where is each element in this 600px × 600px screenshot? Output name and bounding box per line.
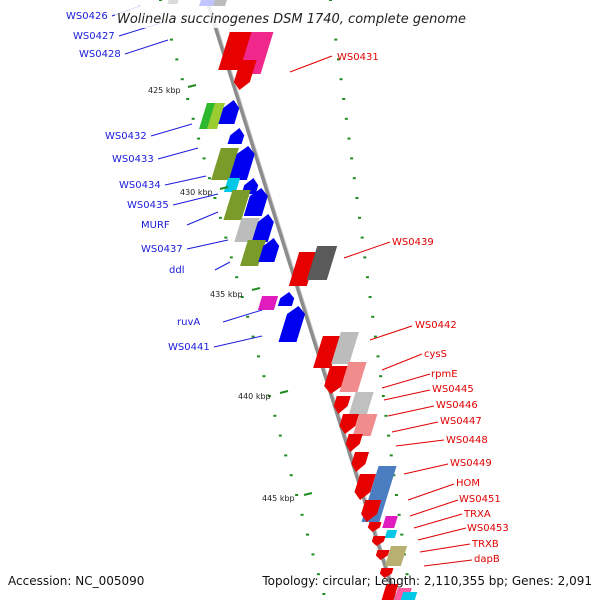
gene-label: WS0439 [392,237,434,248]
gene-feature [278,306,306,342]
gene-label: dapB [474,554,500,565]
gene-feature [223,178,241,192]
gene-label: rpmE [431,369,458,380]
gene-feature [339,362,367,392]
gene-feature [306,246,338,280]
gene-label: MURF [141,220,170,231]
gene-label: cysS [424,349,447,360]
accession-text: Accession: NC_005090 [8,574,144,588]
gene-label: WS0426 [66,11,108,22]
gene-label: WS0446 [436,400,478,411]
gene-feature [382,516,398,528]
gene-feature [288,252,318,286]
gene-feature [258,238,280,262]
gene-feature [213,0,227,6]
gene-feature [375,550,390,560]
genome-backbone [205,0,398,600]
gene-label: WS0427 [73,31,115,42]
gene-label: WS0448 [446,435,488,446]
gene-label: WS0442 [415,320,457,331]
gene-feature [207,103,225,129]
gene-label: HOM [456,478,480,489]
gene-feature [361,500,382,522]
scale-tick-label: 435 kbp [210,290,243,299]
scale-tick-label: 425 kbp [148,86,181,95]
gene-label: WS0433 [112,154,154,165]
gene-label: WS0435 [127,200,169,211]
gene-feature [371,536,386,546]
gene-label: ddl [169,265,184,276]
map-title: Wolinella succinogenes DSM 1740, complet… [117,12,466,27]
gene-feature [352,414,378,436]
gene-feature [223,190,251,220]
gene-feature [351,452,370,472]
gene-feature [354,474,376,500]
gene-feature [243,188,268,216]
gene-feature [218,32,252,70]
gene-feature [400,592,418,600]
gene-feature [251,214,274,242]
gene-feature [367,522,382,532]
scale-tick-label: 440 kbp [238,392,271,401]
gene-label: TRXB [471,539,499,550]
gene-feature [228,146,255,180]
topology-text: Topology: circular; Length: 2,110,355 bp… [261,574,592,588]
gene-feature [257,296,279,310]
gene-feature [233,60,257,90]
gene-feature [218,100,240,124]
gene-label: TRXA [463,509,491,520]
gene-label: WS0441 [168,342,210,353]
scale-ticks: 425 kbp 430 kbp 435 kbp 440 kbp 445 kbp [148,84,313,503]
gene-feature [313,336,341,368]
gene-label: WS0453 [467,523,509,534]
gene-label: WS0449 [450,458,492,469]
label-leaders [111,5,473,567]
gene-feature [211,148,239,180]
gene-feature [381,584,399,600]
gene-label: WS0432 [105,131,147,142]
gene-feature [339,414,360,434]
gene-label: WS0445 [432,384,474,395]
gene-label: ruvA [177,317,200,328]
gene-feature [227,128,245,144]
gene-feature [199,0,215,6]
gene-feature [384,530,398,538]
gene-label: WS0431 [337,52,379,63]
gene-features [167,0,418,600]
scale-tick-label: 430 kbp [180,188,213,197]
gene-feature [234,218,260,242]
gene-labels: WS0426 WS0427 WS0428 WS0432 WS0433 WS0434 WS04… [66,11,509,565]
gene-feature [167,0,179,4]
gene-feature [379,568,394,578]
gene-feature [345,434,363,452]
gene-label: WS0447 [440,416,482,427]
gene-feature [277,292,295,306]
scale-tick-label: 445 kbp [262,494,295,503]
gene-feature [333,396,351,414]
gene-feature [324,366,349,394]
gene-label: WS0428 [79,49,121,60]
gene-label: WS0434 [119,180,161,191]
gene-feature [331,332,359,364]
gene-label: WS0437 [141,244,183,255]
gene-label: WS0451 [459,494,501,505]
gene-feature [348,392,374,416]
gene-feature [384,546,408,566]
